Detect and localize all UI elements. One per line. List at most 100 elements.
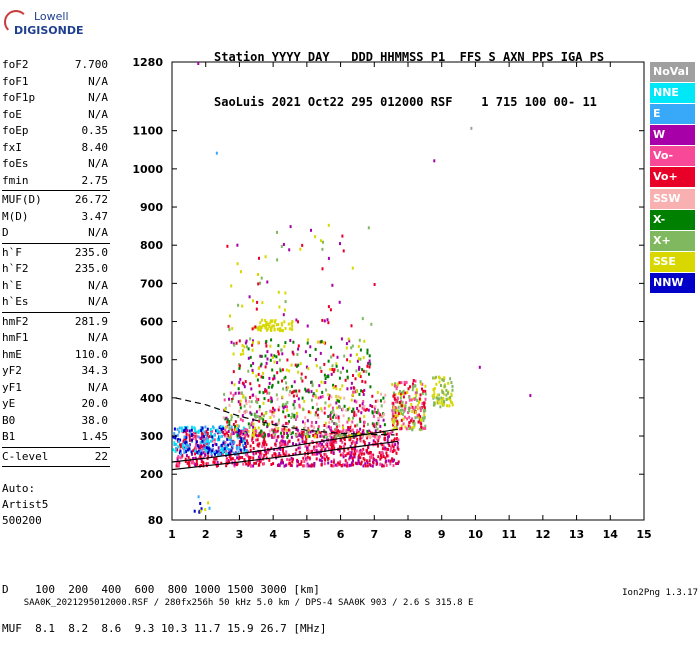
echo-point bbox=[284, 375, 287, 379]
echo-point bbox=[232, 393, 235, 397]
echo-point bbox=[389, 447, 392, 451]
echo-point bbox=[227, 324, 230, 328]
echo-point bbox=[199, 454, 202, 458]
echo-point bbox=[280, 321, 283, 325]
echo-point bbox=[322, 240, 324, 244]
echo-point bbox=[355, 353, 358, 357]
echo-point bbox=[294, 452, 297, 456]
echo-point bbox=[408, 409, 411, 413]
parameter-value: 26.72 bbox=[74, 193, 108, 206]
echo-point bbox=[173, 443, 176, 446]
echo-point bbox=[267, 385, 270, 389]
echo-point bbox=[317, 407, 320, 411]
echo-point bbox=[302, 456, 305, 460]
echo-point bbox=[251, 437, 254, 441]
echo-point bbox=[356, 423, 359, 427]
echo-point bbox=[262, 401, 265, 405]
echo-point bbox=[254, 415, 257, 419]
x-tick-label: 14 bbox=[603, 528, 619, 541]
echo-point bbox=[222, 430, 224, 434]
echo-point bbox=[442, 397, 445, 400]
echo-point bbox=[241, 430, 244, 434]
echo-point bbox=[236, 427, 239, 431]
echo-point bbox=[237, 303, 240, 307]
echo-marks bbox=[172, 62, 532, 514]
echo-point bbox=[377, 408, 379, 412]
echo-point bbox=[419, 409, 422, 413]
echo-point bbox=[354, 447, 356, 451]
echo-point bbox=[346, 420, 349, 424]
echo-point bbox=[201, 447, 204, 451]
echo-point bbox=[411, 428, 414, 432]
x-tick-label: 5 bbox=[303, 528, 311, 541]
echo-point bbox=[357, 454, 360, 458]
echo-point bbox=[253, 431, 256, 435]
echo-point bbox=[366, 348, 369, 352]
echo-point bbox=[280, 439, 282, 443]
echo-point bbox=[356, 359, 359, 363]
parameter-separator bbox=[2, 311, 110, 313]
echo-point bbox=[350, 451, 353, 455]
x-tick-label: 15 bbox=[636, 528, 651, 541]
echo-point bbox=[324, 377, 327, 381]
echo-point bbox=[450, 381, 453, 385]
echo-point bbox=[183, 426, 186, 429]
echo-point bbox=[278, 328, 281, 331]
digisonde-logo: Lowell DIGISONDE bbox=[4, 8, 83, 48]
echo-point bbox=[383, 412, 386, 416]
echo-point bbox=[397, 447, 400, 451]
echo-point bbox=[358, 462, 361, 465]
echo-point bbox=[330, 345, 333, 349]
echo-point bbox=[293, 399, 296, 403]
echo-point bbox=[251, 439, 253, 442]
echo-point bbox=[237, 457, 240, 461]
echo-point bbox=[326, 435, 329, 439]
echo-point bbox=[409, 425, 411, 429]
echo-point bbox=[291, 321, 294, 325]
echo-point bbox=[248, 295, 251, 299]
echo-point bbox=[408, 398, 411, 402]
echo-point bbox=[241, 432, 244, 436]
echo-point bbox=[330, 429, 333, 433]
echo-point bbox=[197, 62, 200, 65]
echo-point bbox=[369, 450, 372, 454]
echo-point bbox=[404, 404, 407, 408]
echo-point bbox=[266, 357, 269, 361]
echo-point bbox=[231, 457, 234, 461]
echo-point bbox=[309, 411, 312, 415]
echo-point bbox=[223, 408, 226, 412]
echo-point bbox=[302, 420, 304, 424]
logo-text-top: Lowell bbox=[34, 10, 69, 23]
echo-point bbox=[204, 453, 207, 457]
echo-point bbox=[446, 404, 449, 408]
parameter-label: MUF(D) bbox=[2, 193, 42, 206]
echo-point bbox=[223, 398, 226, 402]
echo-point bbox=[270, 353, 273, 357]
echo-point bbox=[228, 427, 231, 431]
echo-point bbox=[226, 420, 229, 424]
echo-point bbox=[440, 384, 442, 387]
y-tick-label: 800 bbox=[140, 239, 163, 252]
echo-point bbox=[191, 452, 193, 456]
echo-point bbox=[200, 426, 203, 430]
echo-point bbox=[215, 151, 218, 155]
echo-point bbox=[272, 462, 275, 466]
x-tick-label: 13 bbox=[569, 528, 584, 541]
echo-point bbox=[332, 409, 335, 413]
echo-point bbox=[450, 394, 453, 398]
parameter-row: B0 38.0 bbox=[2, 413, 110, 430]
echo-point bbox=[451, 384, 454, 388]
echo-point bbox=[332, 383, 335, 387]
echo-point bbox=[320, 369, 323, 373]
echo-point bbox=[380, 404, 383, 408]
echo-point bbox=[258, 390, 261, 394]
echo-point bbox=[362, 447, 365, 451]
echo-point bbox=[205, 440, 208, 444]
echo-point bbox=[380, 392, 382, 396]
echo-point bbox=[416, 398, 419, 402]
echo-point bbox=[394, 410, 397, 414]
echo-point bbox=[279, 454, 282, 458]
echo-point bbox=[298, 403, 301, 407]
echo-point bbox=[320, 454, 322, 458]
echo-point bbox=[289, 390, 292, 393]
